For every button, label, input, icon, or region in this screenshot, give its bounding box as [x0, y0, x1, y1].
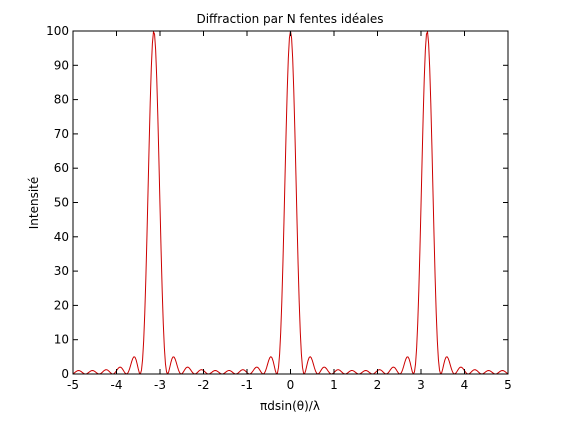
x-ticks: -5 -4 -3 -2 -1 0 1 2 3 4 5 — [67, 31, 512, 392]
y-tick-label: 30 — [54, 264, 69, 278]
y-tick-label: 0 — [61, 367, 69, 381]
y-tick-label: 60 — [54, 161, 69, 175]
x-tick-label: 4 — [461, 378, 469, 392]
y-tick-label: 50 — [54, 196, 69, 210]
x-tick-label: -1 — [241, 378, 253, 392]
y-tick-label: 70 — [54, 127, 69, 141]
y-ticks: 0 10 20 30 40 50 60 70 80 90 100 — [46, 24, 508, 381]
x-tick-label: -4 — [111, 378, 123, 392]
y-tick-label: 100 — [46, 24, 69, 38]
y-tick-label: 10 — [54, 333, 69, 347]
chart-title: Diffraction par N fentes idéales — [196, 12, 383, 26]
x-tick-label: 0 — [287, 378, 295, 392]
y-tick-label: 80 — [54, 93, 69, 107]
y-axis-label: Intensité — [27, 177, 41, 230]
x-tick-label: 2 — [374, 378, 382, 392]
x-tick-label: 5 — [504, 378, 512, 392]
y-tick-label: 20 — [54, 298, 69, 312]
x-tick-label: -3 — [154, 378, 166, 392]
x-tick-label: -5 — [67, 378, 79, 392]
y-tick-label: 90 — [54, 58, 69, 72]
x-axis-label: πdsin(θ)/λ — [260, 399, 320, 413]
x-tick-label: 3 — [417, 378, 425, 392]
x-tick-label: 1 — [330, 378, 338, 392]
y-tick-label: 40 — [54, 230, 69, 244]
x-tick-label: -2 — [198, 378, 210, 392]
plot-area — [73, 31, 508, 374]
